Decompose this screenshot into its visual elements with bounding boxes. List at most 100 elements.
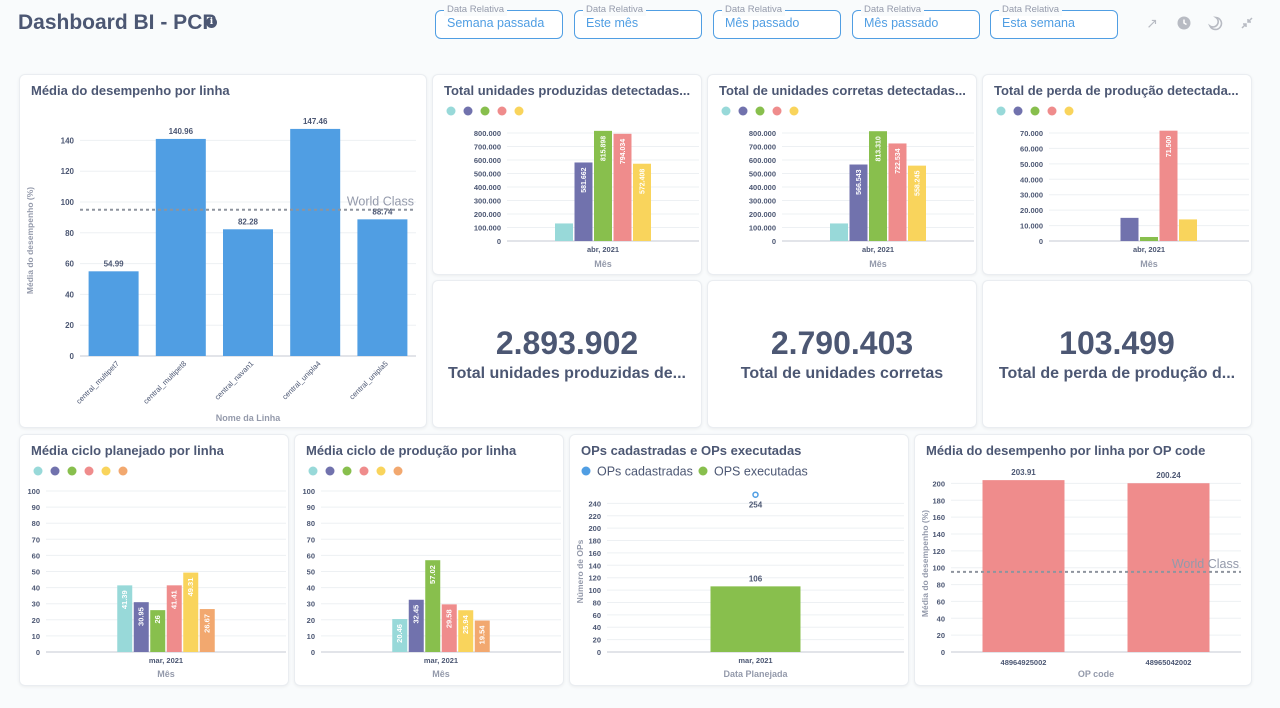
y-tick-label: 140 <box>588 561 601 570</box>
x-tick-label: 48964925002 <box>1001 658 1047 667</box>
y-tick-label: 50.000 <box>1020 160 1043 169</box>
filter-2[interactable]: Data Relativa Este mês <box>574 4 702 39</box>
y-tick-label: 50 <box>307 568 315 577</box>
filter-value: Mês passado <box>725 16 800 30</box>
y-tick-label: 0 <box>597 648 601 657</box>
y-tick-label: 160 <box>932 513 945 522</box>
filter-value: Mês passado <box>864 16 939 30</box>
y-tick-label: 0 <box>1039 237 1043 246</box>
y-tick-label: 500.000 <box>474 170 501 179</box>
card-scalar-perda[interactable]: 103.499 Total de perda de produção d... <box>982 280 1252 428</box>
y-tick-label: 300.000 <box>749 197 776 206</box>
data-label: 41.41 <box>170 590 179 609</box>
y-tick-label: 90 <box>307 503 315 512</box>
filter-3[interactable]: Data Relativa Mês passado <box>713 4 841 39</box>
chart-ops: 0 20 40 60 80 100 120 140 160 180 200 220 240 Número … <box>575 465 904 679</box>
x-tick-label: abr, 2021 <box>1133 245 1165 254</box>
legend-dot <box>308 466 318 476</box>
y-tick-label: 70 <box>32 535 40 544</box>
chart-total-perda: 0 10.000 20.000 30.000 40.000 50.000 60.000 70.… <box>996 106 1249 269</box>
card-desempenho-linha[interactable]: Média do desempenho por linha 0 20 40 60 80 1… <box>19 74 427 428</box>
legend-dot <box>33 466 43 476</box>
filter-1[interactable]: Data Relativa Semana passada <box>435 4 563 39</box>
card-title: Total de unidades corretas detectadas... <box>719 83 966 98</box>
y-tick-label: 80 <box>307 519 315 528</box>
y-tick-label: 400.000 <box>749 183 776 192</box>
x-tick-label: mar, 2021 <box>149 656 183 665</box>
legend-dot <box>721 106 731 116</box>
y-tick-label: 120 <box>932 547 945 556</box>
info-icon[interactable]: i <box>206 17 217 28</box>
y-tick-label: 20 <box>593 636 601 645</box>
y-tick-label: 0 <box>70 352 75 361</box>
data-label: 203.91 <box>1011 468 1036 477</box>
card-title: Média do desempenho por linha <box>31 83 230 98</box>
card-ciclo-planejado[interactable]: Média ciclo planejado por linha 0 10 20 30 4… <box>19 434 289 686</box>
data-label: 558.245 <box>915 171 922 196</box>
filter-4[interactable]: Data Relativa Mês passado <box>852 4 980 39</box>
legend-dot <box>50 466 60 476</box>
bar <box>888 143 907 241</box>
y-tick-label: 100 <box>27 487 40 496</box>
filter-value: Esta semana <box>1002 16 1075 30</box>
bar <box>633 163 651 241</box>
card-total-perda[interactable]: Total de perda de produção detectada... … <box>982 74 1252 275</box>
data-label: 566.543 <box>856 169 863 194</box>
legend-dot <box>359 466 369 476</box>
y-tick-label: 200.000 <box>474 210 501 219</box>
card-total-corretas[interactable]: Total de unidades corretas detectadas...… <box>707 74 977 275</box>
y-tick-label: 80 <box>32 519 40 528</box>
bar <box>1140 236 1158 241</box>
legend-dot <box>1030 106 1040 116</box>
card-total-produzidas[interactable]: Total unidades produzidas detectadas... … <box>432 74 702 275</box>
data-label: 71.500 <box>1166 136 1173 158</box>
y-tick-label: 160 <box>588 549 601 558</box>
bar <box>408 599 424 652</box>
bar <box>223 229 273 356</box>
clock-icon[interactable] <box>1176 15 1192 31</box>
y-tick-label: 10 <box>32 632 40 641</box>
data-label: 32.45 <box>412 605 421 624</box>
legend-dot <box>1047 106 1057 116</box>
data-label: 722.534 <box>895 148 902 173</box>
y-tick-label: 60 <box>65 260 74 269</box>
page-title: Dashboard BI - PCP <box>18 11 217 34</box>
bar <box>982 480 1065 652</box>
x-tick-label: abr, 2021 <box>862 245 894 254</box>
card-ciclo-producao[interactable]: Média ciclo de produção por linha 0 10 20 3… <box>294 434 564 686</box>
card-title: Média ciclo planejado por linha <box>31 443 224 458</box>
y-tick-label: 40 <box>937 614 945 623</box>
card-desempenho-op[interactable]: Média do desempenho por linha por OP cod… <box>914 434 1252 686</box>
filter-label: Data Relativa <box>999 4 1063 16</box>
card-title: OPs cadastradas e OPs executadas <box>581 443 802 458</box>
x-axis-label: OP code <box>1078 669 1114 679</box>
legend-dot <box>755 106 765 116</box>
expand-arrow-icon[interactable]: ↗ <box>1146 15 1158 31</box>
y-tick-label: 0 <box>941 648 945 657</box>
moon-icon[interactable] <box>1207 15 1223 31</box>
chart-desempenho-linha: 0 20 40 60 80 100 120 140 Média do desempenho (%… <box>25 117 416 423</box>
y-tick-label: 700.000 <box>474 143 501 152</box>
filter-5[interactable]: Data Relativa Esta semana <box>990 4 1118 39</box>
collapse-icon[interactable] <box>1239 15 1255 31</box>
legend-dot <box>118 466 128 476</box>
bar <box>710 586 801 652</box>
y-tick-label: 20 <box>937 631 945 640</box>
y-tick-label: 40 <box>307 584 315 593</box>
bar <box>594 130 612 241</box>
card-ops[interactable]: OPs cadastradas e OPs executadas 0 20 40 60… <box>569 434 909 686</box>
data-label: 140.96 <box>169 127 194 136</box>
card-scalar-corretas[interactable]: 2.790.403 Total de unidades corretas <box>707 280 977 428</box>
bar <box>1159 130 1178 241</box>
scalar-value: 2.893.902 <box>495 325 639 361</box>
legend-dot <box>1064 106 1074 116</box>
y-tick-label: 40.000 <box>1020 175 1043 184</box>
card-title: Média do desempenho por linha por OP cod… <box>926 443 1206 458</box>
chart-ciclo-producao: 0 10 20 30 40 50 60 70 80 90 100 Mês 20.46 32.45 57.02… <box>302 466 561 679</box>
card-scalar-produzidas[interactable]: 2.893.902 Total unidades produzidas de..… <box>432 280 702 428</box>
legend-dot <box>393 466 403 476</box>
bar <box>150 610 166 652</box>
y-tick-label: 0 <box>311 648 315 657</box>
chart-total-produzidas: 0 100.000 200.000 300.000 400.000 500.000 600.… <box>446 106 699 269</box>
bar <box>613 133 632 241</box>
